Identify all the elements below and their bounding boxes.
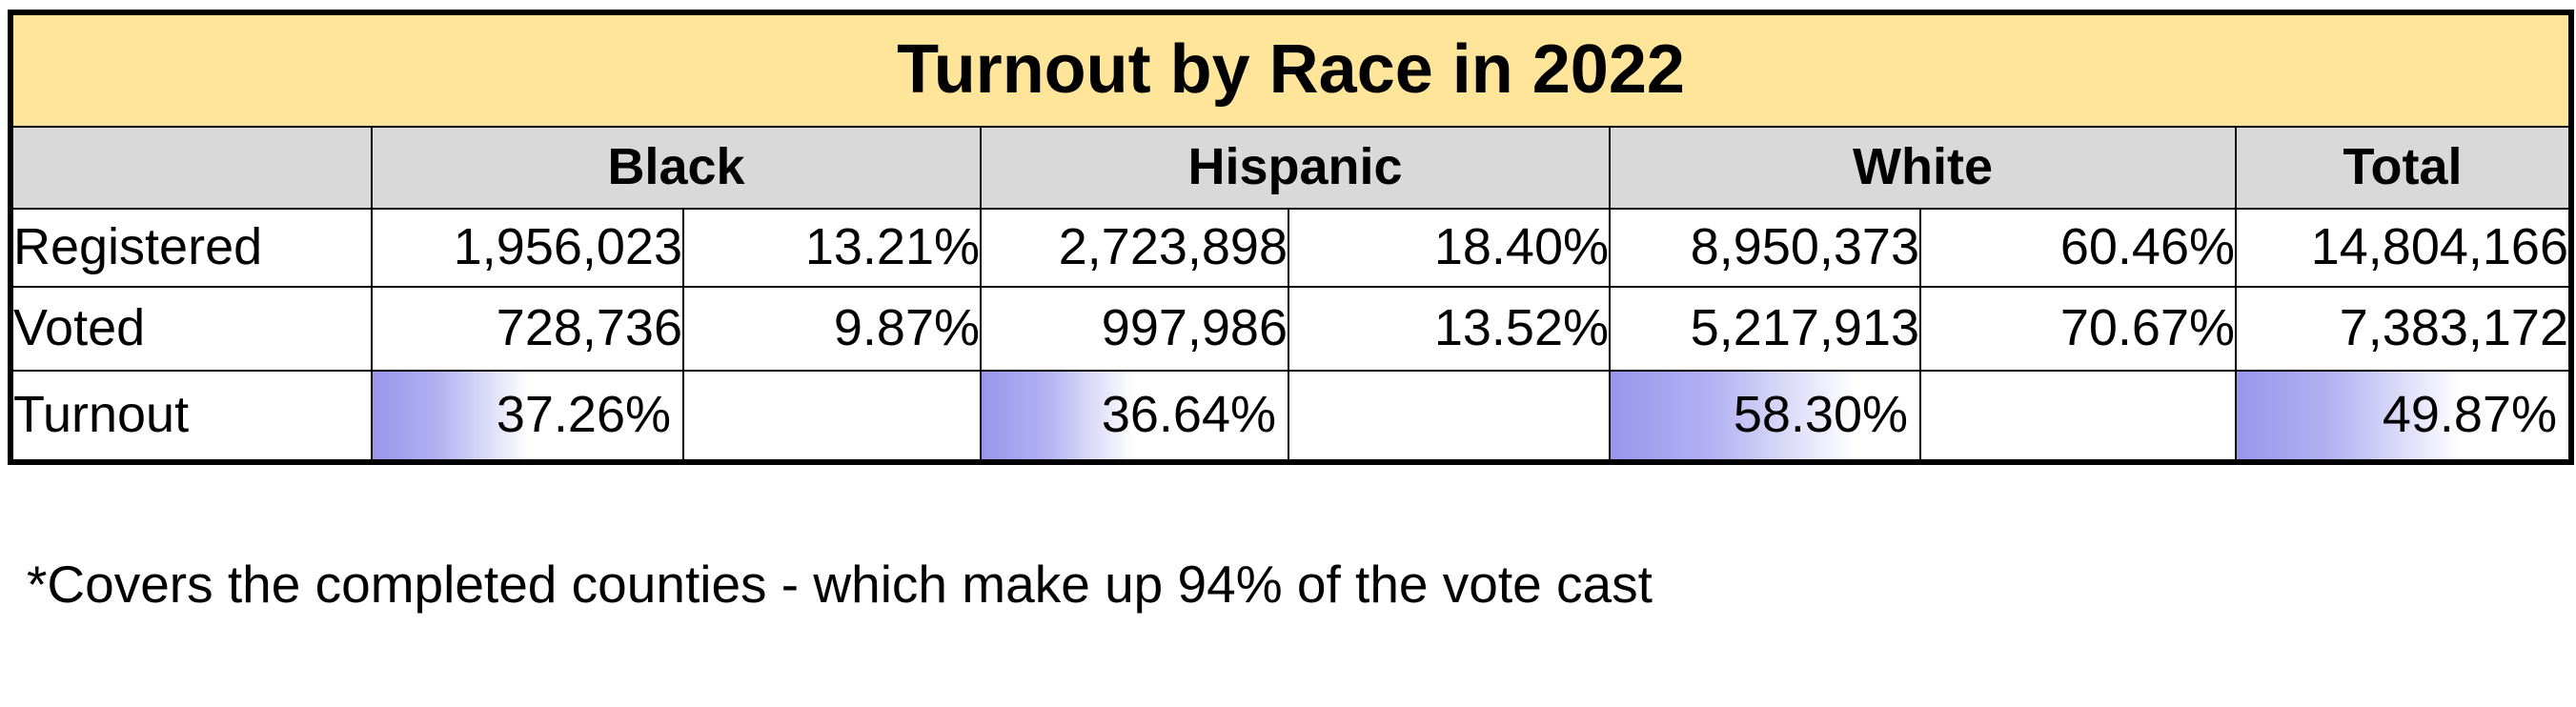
registered-total: 14,804,166	[2235, 208, 2572, 288]
turnout-empty-hispanic-share	[1288, 370, 1611, 463]
row-label-turnout: Turnout	[10, 370, 373, 463]
turnout-empty-white-share	[1919, 370, 2237, 463]
row-label-registered: Registered	[10, 208, 373, 288]
registered-white-share: 60.46%	[1919, 208, 2237, 288]
header-blank	[10, 126, 373, 210]
header-white: White	[1609, 126, 2237, 210]
turnout-empty-black-share	[682, 370, 982, 463]
registered-black-count: 1,956,023	[371, 208, 684, 288]
turnout-cell-white: 58.30%	[1609, 370, 1921, 463]
voted-white-count: 5,217,913	[1609, 286, 1921, 372]
turnout-table: Turnout by Race in 2022 Black Hispanic W…	[8, 10, 2574, 465]
header-hispanic: Hispanic	[980, 126, 1611, 210]
turnout-value-total: 49.87%	[2382, 386, 2557, 444]
turnout-value-black: 37.26%	[496, 386, 671, 444]
registered-hispanic-share: 18.40%	[1288, 208, 1611, 288]
header-black: Black	[371, 126, 982, 210]
registered-white-count: 8,950,373	[1609, 208, 1921, 288]
title-row: Turnout by Race in 2022	[10, 11, 2572, 128]
header-total: Total	[2235, 126, 2572, 210]
turnout-cell-hispanic: 36.64%	[980, 370, 1289, 463]
voted-hispanic-share: 13.52%	[1288, 286, 1611, 372]
turnout-databar-black	[374, 373, 537, 459]
row-turnout: Turnout 37.26% 36.64% 58.30%	[10, 370, 2572, 463]
turnout-value-hispanic: 36.64%	[1101, 386, 1276, 444]
turnout-value-white: 58.30%	[1733, 386, 1908, 444]
footnote: *Covers the completed counties - which m…	[27, 555, 1653, 614]
voted-black-share: 9.87%	[682, 286, 982, 372]
registered-hispanic-count: 2,723,898	[980, 208, 1289, 288]
turnout-databar-hispanic	[983, 373, 1141, 459]
turnout-cell-black: 37.26%	[371, 370, 684, 463]
header-row: Black Hispanic White Total	[10, 126, 2572, 210]
voted-total: 7,383,172	[2235, 286, 2572, 372]
turnout-databar-total	[2238, 373, 2471, 459]
row-voted: Voted 728,736 9.87% 997,986 13.52% 5,217…	[10, 286, 2572, 372]
voted-black-count: 728,736	[371, 286, 684, 372]
registered-black-share: 13.21%	[682, 208, 982, 288]
voted-white-share: 70.67%	[1919, 286, 2237, 372]
turnout-cell-total: 49.87%	[2235, 370, 2572, 463]
row-label-voted: Voted	[10, 286, 373, 372]
row-registered: Registered 1,956,023 13.21% 2,723,898 18…	[10, 208, 2572, 288]
voted-hispanic-count: 997,986	[980, 286, 1289, 372]
turnout-databar-white	[1612, 373, 1866, 459]
table-title: Turnout by Race in 2022	[10, 11, 2572, 128]
